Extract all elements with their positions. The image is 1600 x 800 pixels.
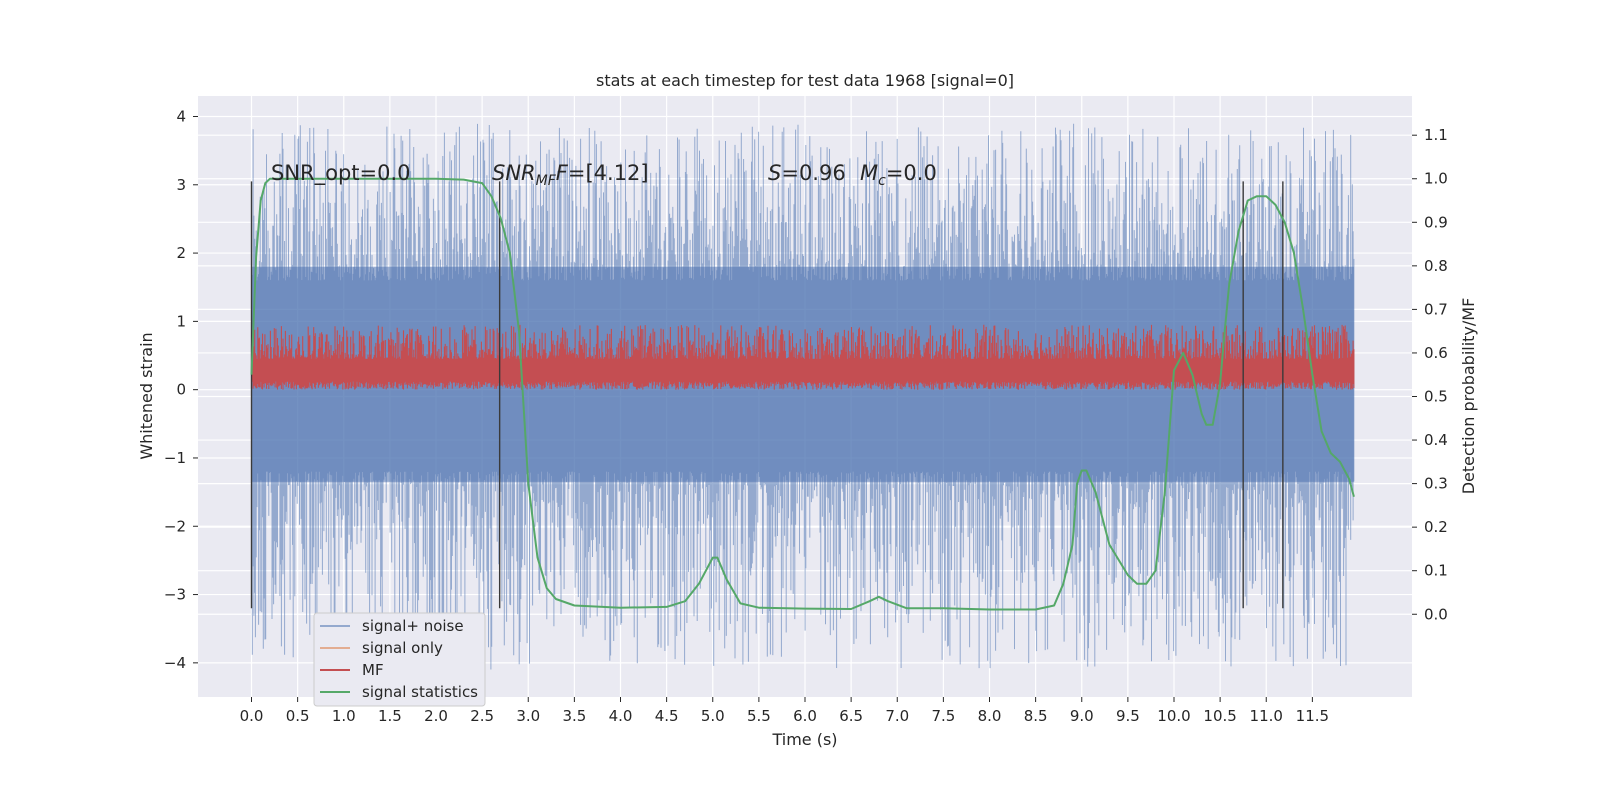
x-tick-label: 3.5 [562, 707, 586, 725]
y2-tick-label: 0.7 [1424, 300, 1448, 318]
y-tick-label: −1 [164, 449, 186, 467]
y-tick-label: 4 [176, 107, 186, 125]
signal-statistics-line [250, 177, 1355, 611]
legend-label-signal-noise: signal+ noise [362, 617, 464, 635]
series-signal-statistics [250, 177, 1355, 611]
x-tick-label: 5.5 [747, 707, 771, 725]
annotation-snr-mf: SNRMFF=[4.12] [492, 161, 649, 189]
y-axis-label: Whitened strain [137, 332, 156, 459]
x-tick-label: 5.0 [701, 707, 725, 725]
x-tick-label: 10.5 [1203, 707, 1236, 725]
y-tick-label: 3 [176, 176, 186, 194]
y-tick-label: −2 [164, 517, 186, 535]
annotation-s: S=0.96 [768, 161, 846, 185]
legend-label-signal-only: signal only [362, 639, 443, 657]
y-tick-label: 0 [176, 381, 186, 399]
y2-tick-label: 0.8 [1424, 257, 1448, 275]
x-tick-label: 2.0 [424, 707, 448, 725]
y2-tick-label: 1.0 [1424, 170, 1448, 188]
x-tick-label: 1.0 [332, 707, 356, 725]
x-tick-label: 7.5 [931, 707, 955, 725]
annotation-mc: Mc=0.0 [860, 161, 937, 189]
y-tick-label: −3 [164, 586, 186, 604]
x-tick-label: 0.0 [240, 707, 264, 725]
y2-tick-label: 0.5 [1424, 388, 1448, 406]
annotation-snr-opt: SNR_opt=0.0 [271, 161, 411, 186]
x-tick-label: 6.0 [793, 707, 817, 725]
y2-tick-label: 0.6 [1424, 344, 1448, 362]
legend-label-signal-statistics: signal statistics [362, 683, 478, 701]
y-tick-label: −4 [164, 654, 186, 672]
chart-title: stats at each timestep for test data 196… [596, 71, 1014, 90]
y2-tick-label: 0.0 [1424, 605, 1448, 623]
legend: signal+ noise signal only MF signal stat… [313, 612, 486, 707]
x-tick-label: 6.5 [839, 707, 863, 725]
y2-tick-label: 0.3 [1424, 475, 1448, 493]
x-tick-label: 9.0 [1070, 707, 1094, 725]
x-tick-label: 3.0 [516, 707, 540, 725]
y2-tick-label: 1.1 [1424, 126, 1448, 144]
legend-box [313, 612, 486, 707]
y2-tick-label: 0.1 [1424, 562, 1448, 580]
x-tick-label: 9.5 [1116, 707, 1140, 725]
x-tick-label: 8.5 [1024, 707, 1048, 725]
x-tick-label: 2.5 [470, 707, 494, 725]
y2-tick-label: 0.2 [1424, 518, 1448, 536]
x-axis-label: Time (s) [771, 730, 837, 749]
x-tick-label: 10.0 [1157, 707, 1190, 725]
x-tick-label: 0.5 [286, 707, 310, 725]
y2-tick-label: 0.4 [1424, 431, 1448, 449]
y2-axis-ticks: 1.1 1.0 0.9 0.8 0.7 0.6 0.5 0.4 0.3 0.2 0.1 0.0 [1412, 126, 1448, 623]
y-tick-label: 1 [176, 312, 186, 330]
marker-lines [250, 181, 1284, 609]
x-tick-label: 4.0 [609, 707, 633, 725]
y2-axis-label: Detection probability/MF [1459, 298, 1478, 495]
x-axis-ticks: 0.0 0.5 1.0 1.5 2.0 2.5 3.0 3.5 4.0 4.5 5.0 5.5 6.0 6… [240, 697, 1329, 725]
x-tick-label: 8.0 [978, 707, 1002, 725]
x-tick-label: 1.5 [378, 707, 402, 725]
legend-label-mf: MF [362, 661, 384, 679]
x-tick-label: 4.5 [655, 707, 679, 725]
x-tick-label: 11.0 [1250, 707, 1283, 725]
y-axis-ticks: 4 3 2 1 0 −1 −2 −3 −4 [164, 107, 198, 672]
x-tick-label: 11.5 [1296, 707, 1329, 725]
x-tick-label: 7.0 [885, 707, 909, 725]
y2-tick-label: 0.9 [1424, 213, 1448, 231]
y-tick-label: 2 [176, 244, 186, 262]
